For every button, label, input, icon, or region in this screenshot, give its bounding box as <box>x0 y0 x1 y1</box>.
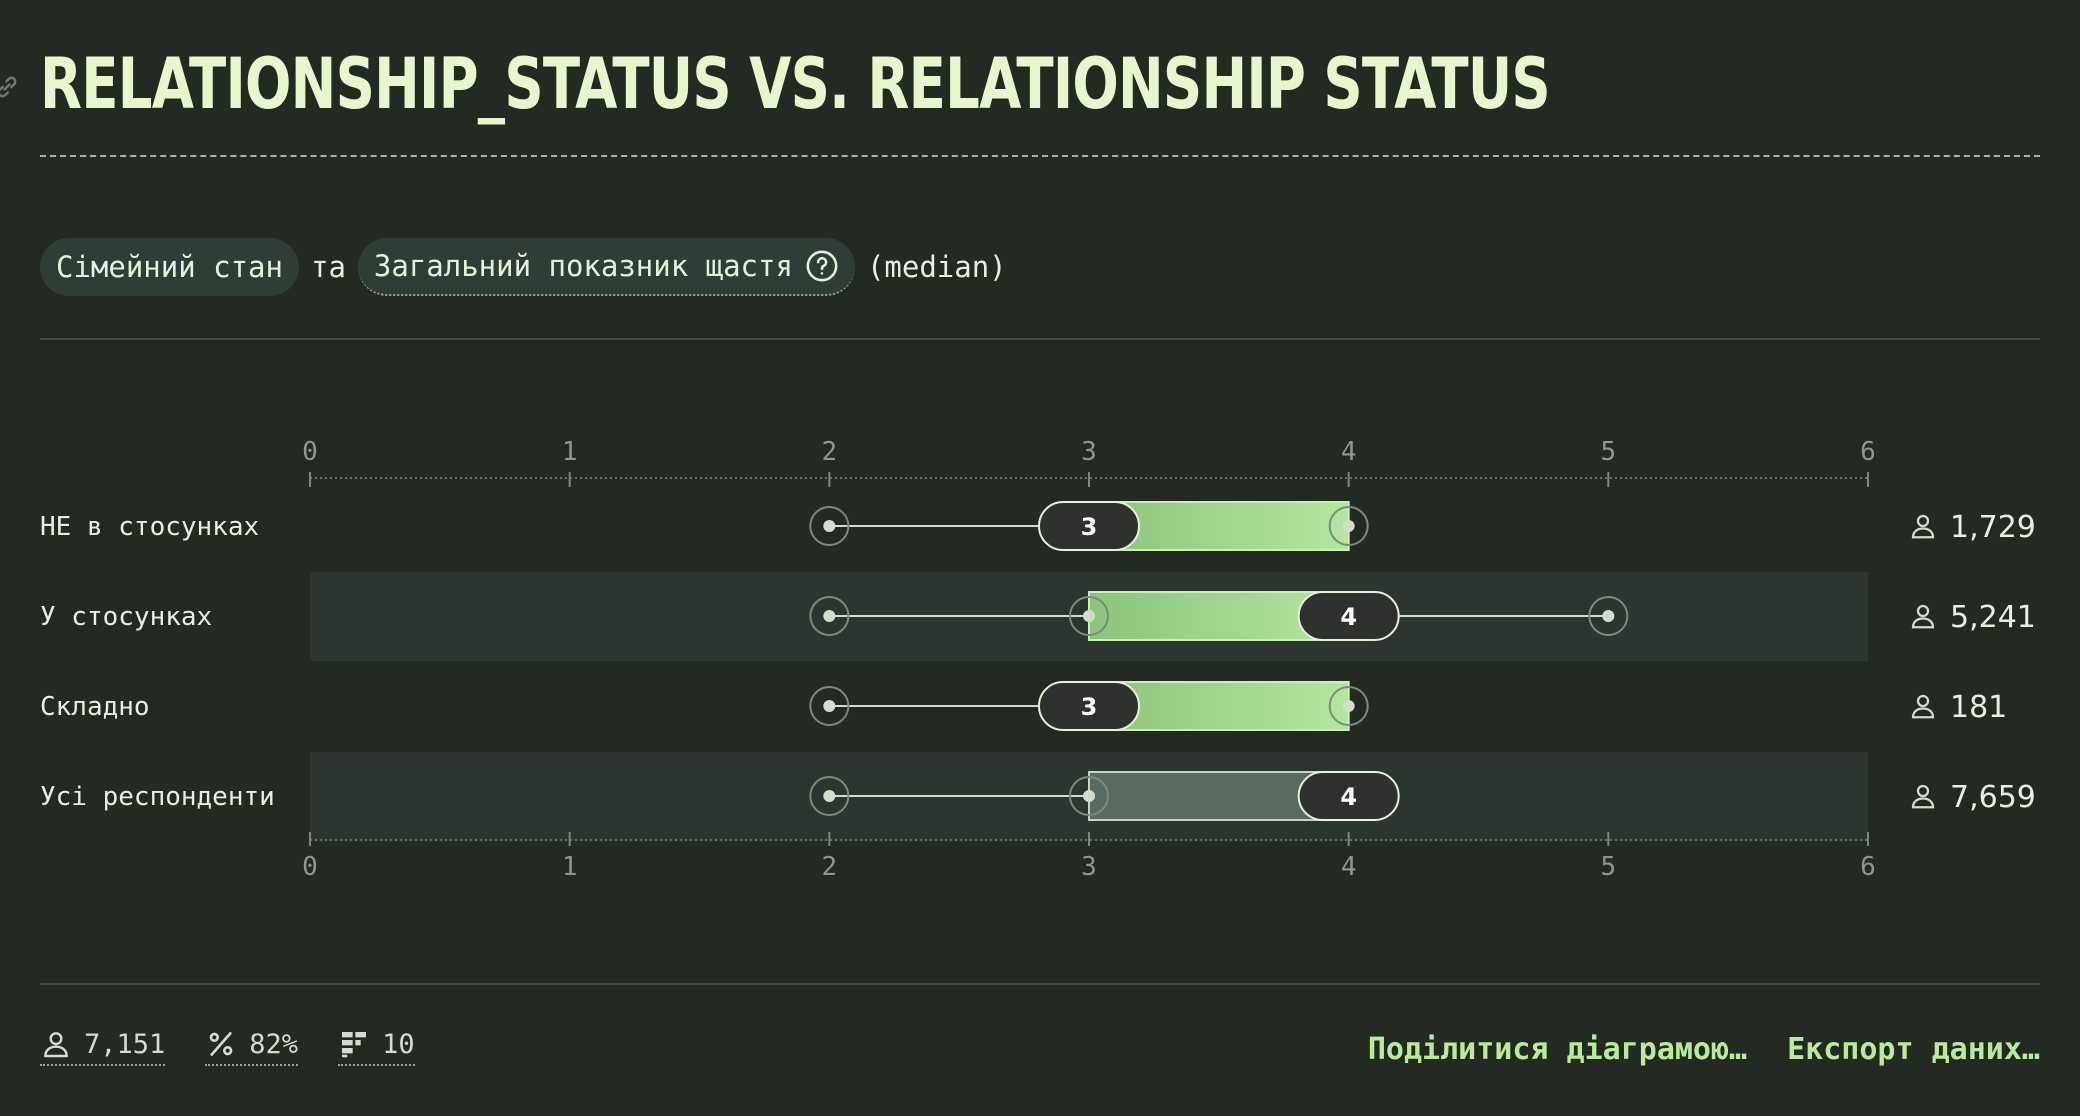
median-label: 4 <box>1340 783 1357 811</box>
person-icon-body <box>1911 527 1935 539</box>
median-pill <box>1297 591 1400 641</box>
respondents-stat[interactable]: 7,151 <box>40 1028 166 1066</box>
box-plot-chart: 0 1 2 3 4 5 6 0 1 2 3 4 5 6 НЕ в стосунках 3 1,729 У стос… <box>40 437 2036 882</box>
categories-stat[interactable]: 10 <box>338 1028 415 1066</box>
respondent-count: 181 <box>1950 690 2007 725</box>
whisker-end-dot <box>1602 610 1615 622</box>
title-divider <box>40 155 2040 157</box>
whisker-end-dot <box>1342 520 1355 532</box>
whisker-end-ring <box>809 686 850 726</box>
measure-pill[interactable]: Загальний показник щастя <box>357 238 855 296</box>
person-icon-body <box>1911 797 1935 809</box>
whisker-end-ring <box>809 776 850 816</box>
row-label: Усі респонденти <box>40 782 275 812</box>
whisker-end-dot <box>823 520 836 532</box>
whisker-end-dot <box>1342 700 1355 712</box>
x-tick-label: 5 <box>1601 437 1617 467</box>
person-icon <box>44 1032 68 1058</box>
footer-divider <box>40 983 2040 985</box>
share-chart-link[interactable]: Поділитися діаграмою… <box>1367 1032 1748 1067</box>
link-icon[interactable] <box>0 72 22 102</box>
row-label: Складно <box>40 692 150 722</box>
median-label: 4 <box>1340 603 1357 631</box>
whisker-end-ring <box>1069 776 1109 816</box>
row-label: НЕ в стосунках <box>40 512 259 542</box>
measure-label: Загальний показник щастя <box>373 249 793 283</box>
x-tick-label: 1 <box>562 852 578 882</box>
x-tick-label: 6 <box>1860 437 1876 467</box>
person-icon <box>1911 514 1935 539</box>
whisker-end-dot <box>1083 610 1095 622</box>
x-tick-label: 2 <box>822 437 838 467</box>
person-icon <box>1911 694 1935 719</box>
categories-value: 10 <box>382 1028 415 1060</box>
x-tick-label: 2 <box>822 852 838 882</box>
x-tick-label: 4 <box>1341 852 1357 882</box>
median-label: 3 <box>1081 693 1098 721</box>
x-tick-label: 4 <box>1341 437 1357 467</box>
person-icon <box>1911 784 1935 809</box>
categories-icon <box>342 1032 367 1058</box>
x-tick-label: 3 <box>1081 852 1097 882</box>
help-icon[interactable] <box>805 249 839 283</box>
page-title: RELATIONSHIP_STATUS VS. RELATIONSHIP STA… <box>40 43 1551 125</box>
whisker-end-ring <box>1328 686 1369 726</box>
whisker-end-ring <box>809 506 850 546</box>
percent-value: 82% <box>249 1028 299 1060</box>
respondent-count: 7,659 <box>1950 780 2036 815</box>
whisker-end-dot <box>823 610 836 622</box>
group-by-pill[interactable]: Сімейний стан <box>40 238 299 296</box>
median-pill <box>1297 771 1400 821</box>
median-label: 3 <box>1081 513 1098 541</box>
x-tick-label: 5 <box>1601 852 1617 882</box>
whisker-end-dot <box>823 700 836 712</box>
whisker-end-ring <box>1328 506 1369 546</box>
median-pill <box>1038 681 1140 731</box>
person-icon-head <box>1916 514 1930 528</box>
connector-text: та <box>310 250 346 284</box>
percent-stat[interactable]: 82% <box>205 1028 299 1066</box>
whisker-end-dot <box>1083 790 1095 802</box>
whisker-end-ring <box>1588 596 1629 636</box>
whisker-end-dot <box>823 790 836 802</box>
percent-icon <box>209 1032 233 1056</box>
section-divider <box>40 338 2040 340</box>
aggregation-text: (median) <box>866 250 1007 284</box>
median-pill <box>1038 501 1140 551</box>
respondents-value: 7,151 <box>84 1028 166 1060</box>
whisker-end-ring <box>1069 596 1109 636</box>
filter-sentence: Сімейний стан та Загальний показник щаст… <box>40 238 1019 296</box>
respondent-count: 1,729 <box>1950 510 2036 545</box>
group-by-label: Сімейний стан <box>56 250 283 284</box>
whisker-end-ring <box>809 596 850 636</box>
export-data-link[interactable]: Експорт даних… <box>1787 1032 2040 1067</box>
person-icon <box>1911 604 1935 629</box>
x-tick-label: 1 <box>562 437 578 467</box>
footer-stats: 7,151 82% 10 <box>40 1028 415 1066</box>
person-icon-head <box>1916 694 1930 708</box>
person-icon-body <box>1911 707 1935 719</box>
x-tick-label: 3 <box>1081 437 1097 467</box>
person-icon-head <box>1916 604 1930 618</box>
person-icon-body <box>1911 617 1935 629</box>
x-tick-label: 0 <box>302 437 318 467</box>
x-tick-label: 0 <box>302 852 318 882</box>
row-label: У стосунках <box>40 602 212 632</box>
x-tick-label: 6 <box>1860 852 1876 882</box>
footer-actions: Поділитися діаграмою… Експорт даних… <box>1368 1032 2040 1067</box>
respondent-count: 5,241 <box>1950 600 2036 635</box>
person-icon-head <box>1916 784 1930 798</box>
